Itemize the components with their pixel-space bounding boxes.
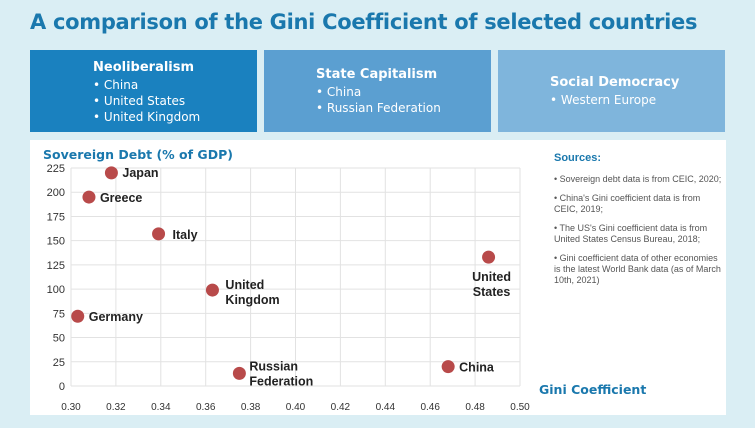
point-label: United States	[472, 270, 511, 299]
y-tick-label: 0	[59, 381, 65, 393]
category-title: Social Democracy	[550, 75, 680, 90]
y-tick-label: 175	[47, 211, 65, 223]
category-box-state-capitalism: State Capitalism China Russian Federatio…	[264, 50, 491, 132]
x-tick-label: 0.36	[196, 402, 216, 413]
x-tick-label: 0.40	[286, 402, 306, 413]
data-point	[152, 227, 166, 241]
data-point	[232, 366, 246, 380]
y-tick-label: 50	[53, 333, 65, 345]
x-tick-label: 0.32	[106, 402, 126, 413]
x-tick-label: 0.44	[376, 402, 396, 413]
x-tick-label: 0.46	[420, 402, 440, 413]
category-item: China	[93, 77, 257, 93]
point-label: Japan	[122, 166, 158, 180]
category-item: United Kingdom	[93, 109, 257, 125]
y-tick-label: 200	[47, 187, 65, 199]
source-item: Sovereign debt data is from CEIC, 2020;	[554, 174, 724, 185]
point-label: Italy	[173, 228, 198, 242]
data-point	[71, 309, 85, 323]
category-item: Western Europe	[550, 92, 725, 108]
data-point	[205, 283, 219, 297]
x-tick-label: 0.50	[510, 402, 530, 413]
x-tick-label: 0.42	[331, 402, 351, 413]
data-point	[82, 190, 96, 204]
data-point	[441, 360, 455, 374]
x-tick-label: 0.34	[151, 402, 171, 413]
point-label: United Kingdom	[225, 278, 279, 307]
point-label: Greece	[100, 191, 142, 205]
x-axis-label: Gini Coefficient	[539, 382, 646, 397]
source-item: China's Gini coefficient data is from CE…	[554, 193, 724, 215]
category-box-neoliberalism: Neoliberalism China United States United…	[30, 50, 257, 132]
data-point	[104, 166, 118, 180]
page-title: A comparison of the Gini Coefficient of …	[30, 10, 698, 34]
sources-panel: Sources: Sovereign debt data is from CEI…	[554, 152, 724, 294]
source-item: The US's Gini coefficient data is from U…	[554, 223, 724, 245]
x-tick-label: 0.38	[241, 402, 261, 413]
category-box-social-democracy: Social Democracy Western Europe	[498, 50, 725, 132]
sources-heading: Sources:	[554, 152, 602, 164]
category-title: State Capitalism	[316, 67, 438, 82]
y-tick-label: 75	[53, 308, 65, 320]
y-tick-label: 150	[47, 236, 65, 248]
point-label: China	[459, 361, 495, 375]
point-label: Germany	[89, 310, 143, 324]
y-axis-label: Sovereign Debt (% of GDP)	[43, 147, 233, 162]
category-item: Russian Federation	[316, 100, 491, 116]
data-point	[482, 250, 496, 264]
x-tick-label: 0.30	[61, 402, 81, 413]
category-title: Neoliberalism	[93, 60, 195, 75]
y-tick-label: 100	[47, 284, 65, 296]
category-item: United States	[93, 93, 257, 109]
y-tick-label: 125	[47, 260, 65, 272]
y-tick-label: 25	[53, 357, 65, 369]
source-item: Gini coefficient data of other economies…	[554, 253, 724, 286]
x-tick-label: 0.48	[465, 402, 485, 413]
y-tick-label: 225	[47, 163, 65, 175]
category-item: China	[316, 84, 491, 100]
point-label: Russian Federation	[249, 359, 313, 388]
